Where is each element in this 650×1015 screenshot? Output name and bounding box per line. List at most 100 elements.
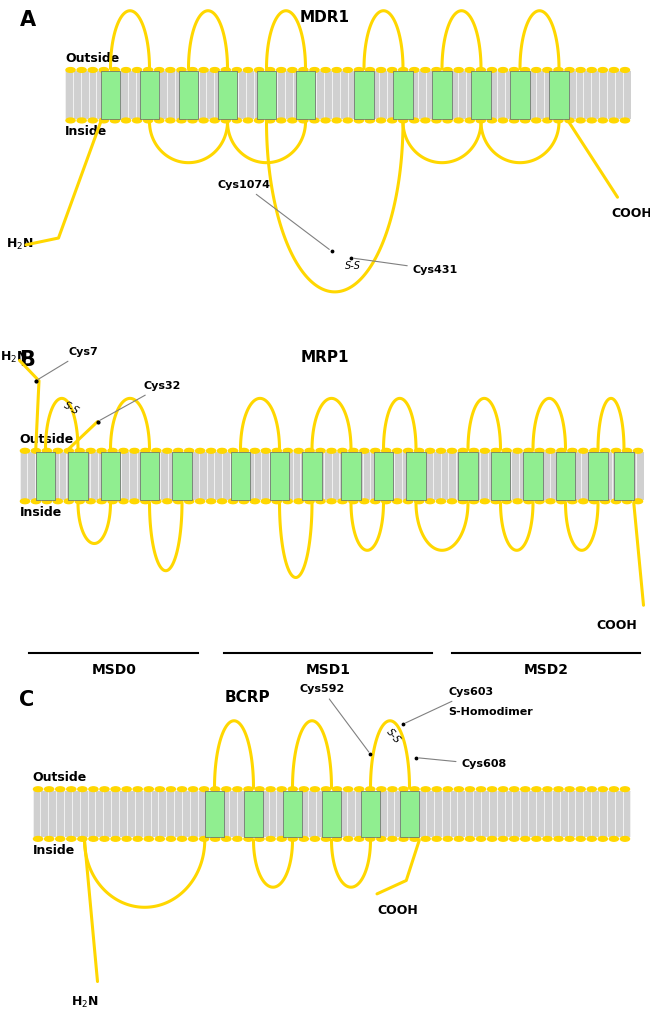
Circle shape xyxy=(305,449,314,453)
Circle shape xyxy=(239,499,248,503)
Bar xyxy=(406,453,426,499)
Circle shape xyxy=(97,499,106,503)
Circle shape xyxy=(316,499,325,503)
Circle shape xyxy=(243,118,252,123)
Bar xyxy=(471,71,491,119)
Circle shape xyxy=(185,499,194,503)
Circle shape xyxy=(349,449,358,453)
Circle shape xyxy=(415,499,424,503)
Circle shape xyxy=(360,449,369,453)
Circle shape xyxy=(327,499,336,503)
Circle shape xyxy=(232,68,241,72)
Circle shape xyxy=(261,449,270,453)
Circle shape xyxy=(283,449,292,453)
Circle shape xyxy=(587,118,596,123)
Circle shape xyxy=(155,787,164,792)
Circle shape xyxy=(155,836,164,841)
Circle shape xyxy=(510,836,519,841)
Text: COOH: COOH xyxy=(596,619,637,632)
Circle shape xyxy=(465,787,474,792)
Circle shape xyxy=(557,499,566,503)
Circle shape xyxy=(232,118,241,123)
Circle shape xyxy=(393,449,402,453)
Bar xyxy=(549,71,569,119)
Circle shape xyxy=(432,787,441,792)
Circle shape xyxy=(620,836,629,841)
Text: Inside: Inside xyxy=(20,506,62,519)
Circle shape xyxy=(133,68,142,72)
Circle shape xyxy=(443,68,452,72)
Circle shape xyxy=(67,836,76,841)
Circle shape xyxy=(266,787,275,792)
Circle shape xyxy=(469,449,478,453)
Circle shape xyxy=(609,836,618,841)
Circle shape xyxy=(321,68,330,72)
Circle shape xyxy=(554,836,563,841)
Circle shape xyxy=(587,68,596,72)
Text: S-S: S-S xyxy=(344,261,361,271)
Circle shape xyxy=(532,836,541,841)
Circle shape xyxy=(332,118,341,123)
Circle shape xyxy=(387,68,396,72)
Circle shape xyxy=(612,499,621,503)
Text: H$_2$N: H$_2$N xyxy=(0,349,28,364)
Circle shape xyxy=(366,787,375,792)
Circle shape xyxy=(261,499,270,503)
Text: Outside: Outside xyxy=(20,433,73,446)
Circle shape xyxy=(199,118,208,123)
Circle shape xyxy=(421,787,430,792)
Circle shape xyxy=(432,118,441,123)
Text: H$_2$N: H$_2$N xyxy=(71,995,98,1010)
Circle shape xyxy=(565,118,574,123)
Circle shape xyxy=(443,787,452,792)
Circle shape xyxy=(343,118,352,123)
Circle shape xyxy=(250,449,259,453)
Circle shape xyxy=(587,836,596,841)
Text: S-Homodimer: S-Homodimer xyxy=(448,707,533,718)
Circle shape xyxy=(111,118,120,123)
Circle shape xyxy=(64,449,73,453)
Circle shape xyxy=(576,787,585,792)
Circle shape xyxy=(465,836,474,841)
Circle shape xyxy=(321,118,330,123)
Circle shape xyxy=(86,499,95,503)
Circle shape xyxy=(354,68,363,72)
Circle shape xyxy=(218,499,227,503)
Circle shape xyxy=(354,118,363,123)
Circle shape xyxy=(122,836,131,841)
Circle shape xyxy=(166,787,176,792)
Circle shape xyxy=(476,118,486,123)
Bar xyxy=(101,453,120,499)
Text: Cys1074: Cys1074 xyxy=(217,180,330,250)
Circle shape xyxy=(133,787,142,792)
Circle shape xyxy=(370,499,380,503)
Circle shape xyxy=(288,787,297,792)
Circle shape xyxy=(620,787,629,792)
Circle shape xyxy=(524,449,533,453)
Circle shape xyxy=(426,499,435,503)
Circle shape xyxy=(283,499,292,503)
Circle shape xyxy=(546,499,555,503)
Circle shape xyxy=(338,449,347,453)
Circle shape xyxy=(355,787,364,792)
Circle shape xyxy=(521,787,530,792)
Circle shape xyxy=(210,68,219,72)
Bar xyxy=(140,453,159,499)
Circle shape xyxy=(377,836,386,841)
Circle shape xyxy=(376,118,385,123)
Circle shape xyxy=(578,449,588,453)
Circle shape xyxy=(404,449,413,453)
Circle shape xyxy=(426,449,435,453)
Circle shape xyxy=(64,499,73,503)
Circle shape xyxy=(554,118,563,123)
Circle shape xyxy=(524,499,533,503)
Text: Cys7: Cys7 xyxy=(38,347,98,380)
Circle shape xyxy=(491,499,500,503)
Circle shape xyxy=(499,118,508,123)
Circle shape xyxy=(207,449,216,453)
Circle shape xyxy=(166,836,176,841)
Circle shape xyxy=(590,449,599,453)
Circle shape xyxy=(288,836,297,841)
Circle shape xyxy=(421,118,430,123)
Circle shape xyxy=(535,449,544,453)
